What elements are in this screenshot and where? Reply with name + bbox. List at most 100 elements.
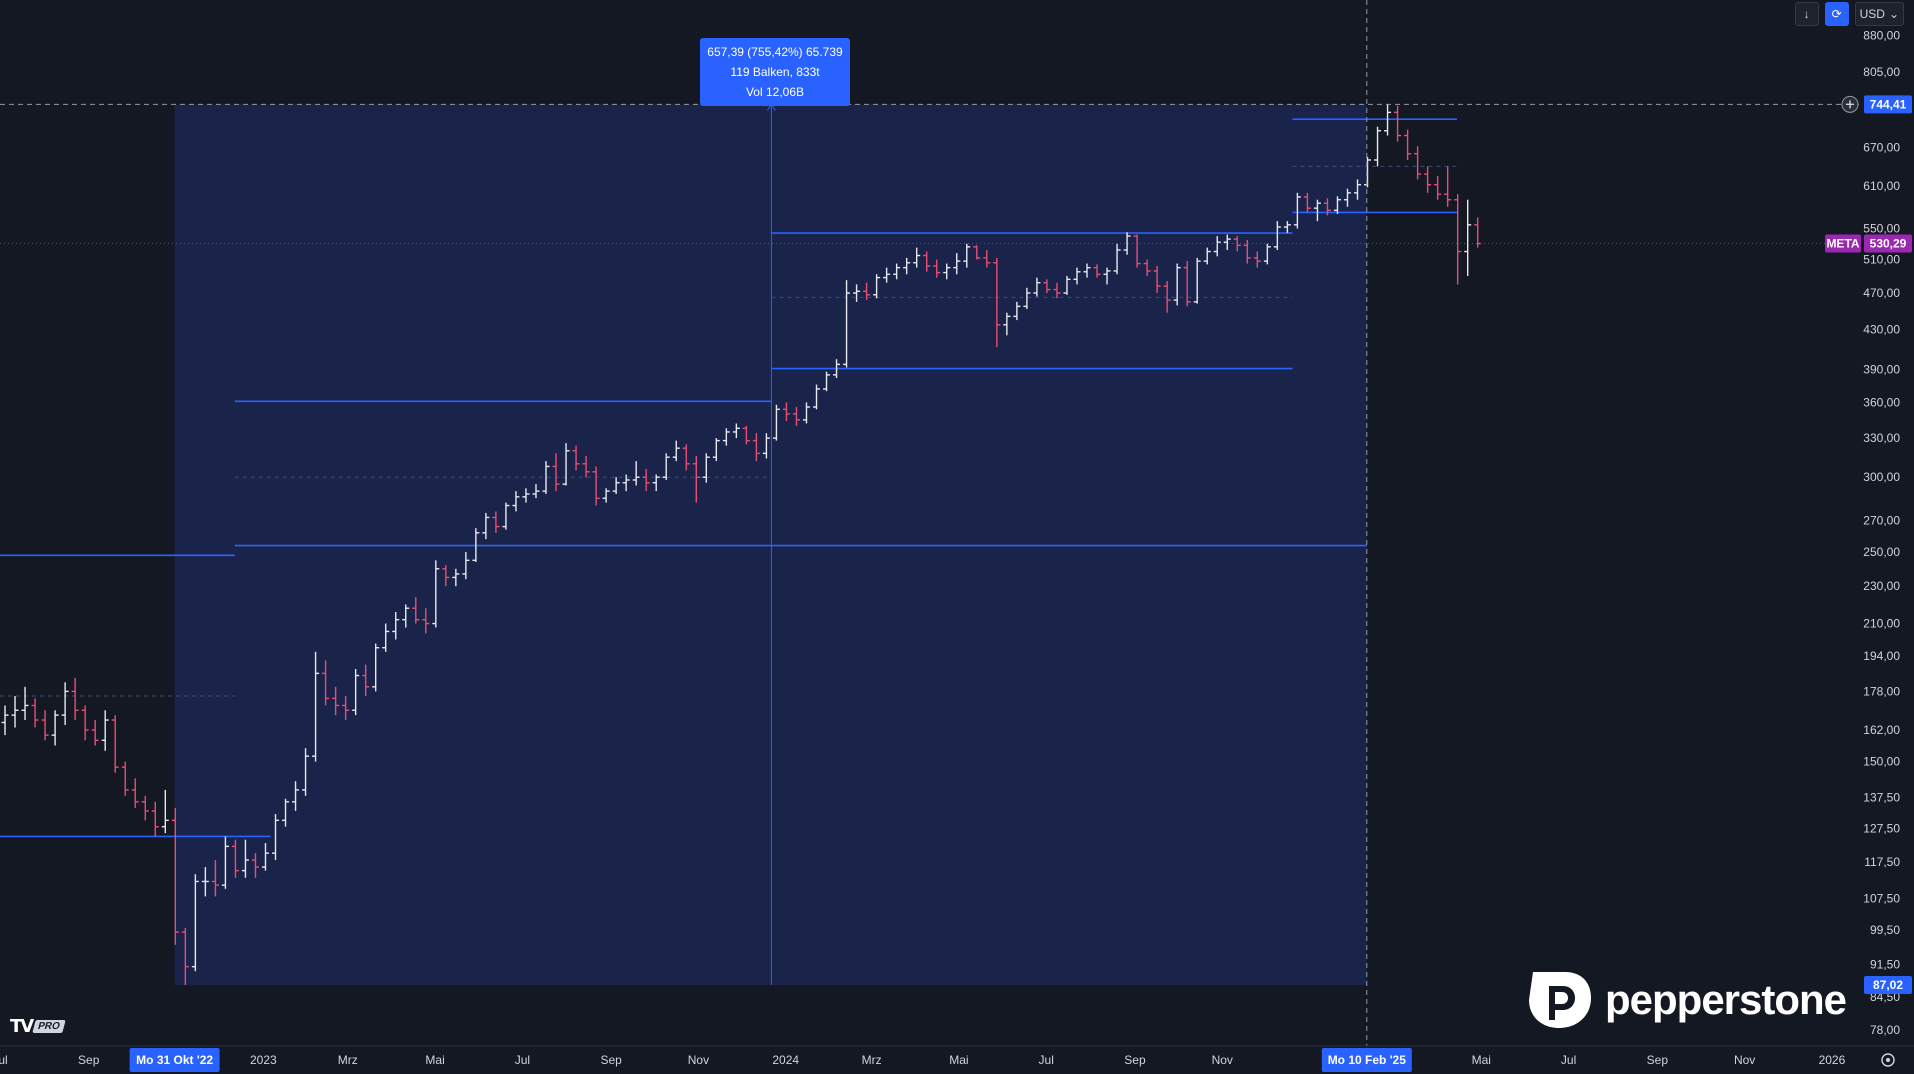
ohlc-bar[interactable] [833,359,841,379]
ohlc-bar[interactable] [913,247,921,268]
ohlc-bar[interactable] [1223,234,1231,250]
ohlc-bar[interactable] [241,839,249,878]
ohlc-bar[interactable] [592,466,600,506]
ohlc-bar[interactable] [452,568,460,587]
ohlc-bar[interactable] [893,263,901,280]
ohlc-bar[interactable] [312,651,320,762]
ohlc-bar[interactable] [632,461,640,486]
ohlc-bar[interactable] [712,438,720,462]
ohlc-bar[interactable] [181,927,189,986]
ohlc-bar[interactable] [1384,104,1392,136]
ohlc-bar[interactable] [1113,243,1121,275]
ohlc-bar[interactable] [602,488,610,503]
ohlc-bar[interactable] [1,705,9,736]
ohlc-bar[interactable] [1123,232,1131,255]
ohlc-bar[interactable] [1424,166,1432,193]
ohlc-bar[interactable] [532,484,540,499]
ohlc-bar[interactable] [422,608,430,634]
price-axis[interactable] [1862,0,1914,1046]
ohlc-bar[interactable] [853,284,861,302]
ohlc-bar[interactable] [813,384,821,410]
ohlc-bar[interactable] [1023,287,1031,310]
ohlc-bar[interactable] [472,528,480,562]
ohlc-bar[interactable] [261,843,269,871]
ohlc-bar[interactable] [1293,192,1301,229]
ohlc-bar[interactable] [1374,126,1382,167]
ohlc-bar[interactable] [1273,221,1281,250]
ohlc-bar[interactable] [1133,234,1141,268]
ohlc-bar[interactable] [1093,264,1101,278]
ohlc-bar[interactable] [492,511,500,533]
ohlc-bar[interactable] [121,761,129,796]
ohlc-bar[interactable] [101,710,109,751]
ohlc-bar[interactable] [11,696,19,728]
ohlc-bar[interactable] [482,512,490,540]
ohlc-bar[interactable] [782,402,790,422]
ohlc-bar[interactable] [231,839,239,878]
ohlc-bar[interactable] [823,371,831,392]
ohlc-bar[interactable] [292,781,300,811]
ohlc-bar[interactable] [342,696,350,721]
ohlc-bar[interactable] [272,814,280,861]
ohlc-bar[interactable] [522,488,530,503]
ohlc-bar[interactable] [402,604,410,628]
ohlc-bar[interactable] [1013,301,1021,321]
ohlc-bar[interactable] [1404,129,1412,160]
ohlc-bar[interactable] [572,445,580,471]
ohlc-bar[interactable] [111,715,119,773]
ohlc-bar[interactable] [211,860,219,897]
ohlc-bar[interactable] [1333,196,1341,214]
ohlc-bar[interactable] [61,682,69,726]
ohlc-bar[interactable] [1394,105,1402,142]
ohlc-bar[interactable] [1073,267,1081,285]
ohlc-bar[interactable] [51,710,59,746]
ohlc-bar[interactable] [1233,236,1241,252]
download-button[interactable]: ↓ [1794,2,1819,26]
gear-icon[interactable] [1881,1053,1895,1067]
ohlc-bar[interactable] [151,801,159,837]
ohlc-bar[interactable] [1103,267,1111,285]
ohlc-bar[interactable] [662,453,670,480]
ohlc-bar[interactable] [352,668,360,716]
ohlc-bar[interactable] [1193,257,1201,304]
ohlc-bar[interactable] [672,440,680,462]
ohlc-bar[interactable] [752,433,760,462]
ohlc-bar[interactable] [332,686,340,716]
ohlc-bar[interactable] [883,267,891,283]
ohlc-bar[interactable] [71,677,79,721]
ohlc-bar[interactable] [792,407,800,426]
currency-select[interactable]: USD ⌄ [1854,2,1904,26]
ohlc-bar[interactable] [1263,243,1271,265]
ohlc-bar[interactable] [1343,188,1351,207]
ohlc-bar[interactable] [1303,192,1311,213]
ohlc-bar[interactable] [762,433,770,459]
ohlc-bar[interactable] [612,477,620,494]
ohlc-bar[interactable] [1163,280,1171,313]
ohlc-bar[interactable] [131,778,139,808]
ohlc-bar[interactable] [582,455,590,478]
ohlc-bar[interactable] [1313,199,1321,222]
ohlc-bar[interactable] [953,253,961,275]
ohlc-bar[interactable] [943,263,951,280]
ohlc-bar[interactable] [282,798,290,827]
ohlc-bar[interactable] [432,560,440,628]
ohlc-bar[interactable] [1173,263,1181,306]
ohlc-bar[interactable] [41,710,49,741]
ohlc-bar[interactable] [1083,263,1091,278]
ohlc-bar[interactable] [742,425,750,445]
ohlc-bar[interactable] [1323,198,1331,216]
ohlc-bar[interactable] [1353,179,1361,200]
measure-region[interactable] [174,104,1367,986]
ohlc-bar[interactable] [512,491,520,512]
ohlc-bar[interactable] [1183,261,1191,307]
ohlc-bar[interactable] [1434,176,1442,200]
ohlc-bar[interactable] [31,698,39,728]
ohlc-bar[interactable] [732,423,740,439]
ohlc-bar[interactable] [542,461,550,494]
ohlc-bar[interactable] [973,245,981,260]
ohlc-bar[interactable] [191,874,199,972]
ohlc-bar[interactable] [772,404,780,441]
ohlc-bar[interactable] [702,453,710,483]
ohlc-bar[interactable] [1213,236,1221,257]
